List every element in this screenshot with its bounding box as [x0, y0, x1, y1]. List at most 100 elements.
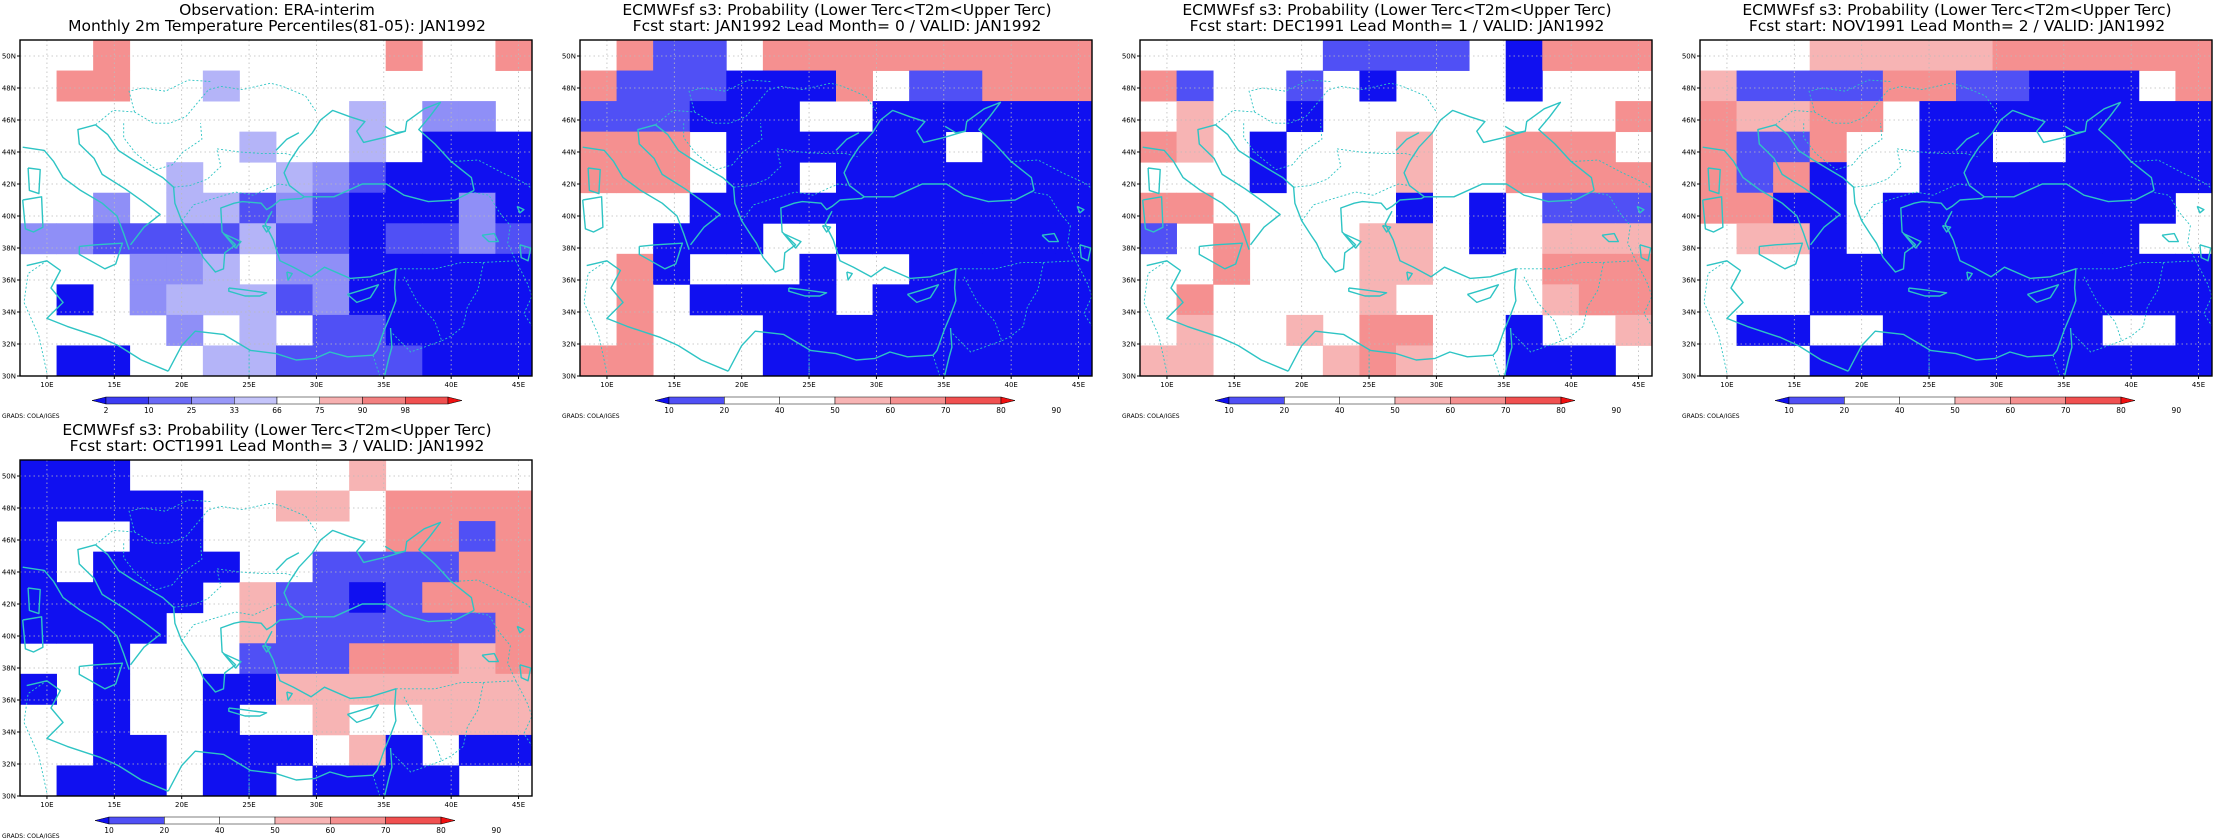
grid-cell	[2102, 192, 2140, 224]
grid-cell	[1615, 223, 1652, 255]
grid-cell	[20, 521, 57, 553]
grid-cell	[616, 131, 654, 163]
grid-cell	[1505, 162, 1543, 194]
coastline	[539, 558, 555, 662]
lat-tick-label: 42N	[1122, 181, 1136, 189]
grid-cell	[1578, 40, 1616, 71]
coastline	[516, 205, 525, 214]
grid-cell	[93, 704, 131, 736]
grid-cell	[422, 345, 460, 376]
grid-cell	[616, 70, 654, 102]
coastline	[228, 707, 268, 717]
coastline	[304, 603, 475, 623]
lat-tick-label: 36N	[2, 697, 16, 705]
coastline	[821, 224, 832, 233]
grid-cell	[1018, 345, 1056, 376]
lat-tick-label: 50N	[562, 53, 576, 61]
grid-cell	[422, 521, 460, 553]
colorbar-end-high	[1000, 396, 1016, 405]
grid-cell	[495, 253, 532, 285]
colorbar-segment	[362, 396, 406, 405]
title-line1-lead0: ECMWFsf s3: Probability (Lower Terc<T2m<…	[622, 1, 1051, 19]
grid-cell	[349, 582, 387, 614]
grid-cell	[2102, 284, 2140, 316]
grid-cell	[1736, 70, 1774, 102]
colorbar-label: 70	[2061, 406, 2071, 415]
grid-cell	[93, 223, 131, 255]
grid-cell	[349, 345, 387, 376]
grid-cell	[385, 192, 423, 224]
coastline	[1342, 232, 1362, 249]
coastline	[1395, 132, 1420, 151]
grid-cell	[495, 521, 532, 553]
grid-cell	[1018, 253, 1056, 285]
grid-cell	[1055, 192, 1092, 224]
colorbar-label: 75	[315, 406, 325, 415]
grid-cell	[909, 131, 947, 163]
grid-cell	[20, 582, 57, 614]
grid-cell	[422, 162, 460, 194]
coastline	[906, 284, 940, 304]
grid-cell	[385, 582, 423, 614]
lat-tick-label: 42N	[1682, 181, 1696, 189]
grid-cell	[166, 551, 204, 583]
coastline	[1076, 205, 1085, 214]
country-border	[391, 696, 443, 773]
map-area	[20, 460, 555, 796]
grid-cell	[2065, 131, 2103, 163]
grid-cell	[1018, 223, 1056, 255]
lon-tick-label: 45E	[2192, 381, 2205, 389]
grid-cell	[202, 70, 240, 102]
lon-tick-label: 15E	[1788, 381, 1801, 389]
grid-cell	[385, 521, 423, 553]
colorbar-segment	[405, 396, 449, 405]
grid-cell	[385, 40, 423, 71]
grid-cell	[349, 131, 387, 163]
grid-cell	[166, 162, 204, 194]
grid-cell	[1809, 345, 1847, 376]
grid-cell	[1846, 284, 1884, 316]
coastline	[1147, 167, 1161, 195]
colorbar-label: 10	[664, 406, 674, 415]
grid-cell	[1469, 223, 1507, 255]
grid-cell	[1018, 162, 1056, 194]
lon-tick-label: 20E	[175, 381, 188, 389]
coastline	[943, 327, 953, 376]
coastline	[1466, 284, 1500, 304]
lat-tick-label: 34N	[2, 729, 16, 737]
coastline	[286, 691, 293, 701]
grid-cell	[166, 284, 204, 316]
coastline	[1706, 260, 1849, 372]
grid-cell	[689, 192, 727, 224]
lon-tick-label: 45E	[512, 381, 525, 389]
colorbar-label: 50	[1950, 406, 1960, 415]
grid-cell	[2138, 40, 2176, 71]
colorbar-label: 98	[400, 406, 410, 415]
lon-tick-label: 30E	[870, 381, 883, 389]
grid-cell	[1542, 223, 1580, 255]
colorbar: 10 20 40 50 60 70 80 90	[94, 816, 501, 835]
grid-cell	[580, 101, 617, 133]
grid-cell	[726, 162, 764, 194]
title-line1-lead3: ECMWFsf s3: Probability (Lower Terc<T2m<…	[62, 421, 491, 439]
grid-cell	[1469, 192, 1507, 224]
colorbar-segment	[834, 396, 891, 405]
title-line2-lead2: Fcst start: NOV1991 Lead Month= 2 / VALI…	[1749, 17, 2165, 35]
title-line2-lead1: Fcst start: DEC1991 Lead Month= 1 / VALI…	[1190, 17, 1605, 35]
grid-cell	[1542, 131, 1580, 163]
map-area	[1140, 40, 1652, 376]
grid-cell	[458, 345, 496, 376]
coastline	[384, 545, 406, 554]
grid-cell	[239, 612, 277, 644]
grid-cell	[982, 162, 1020, 194]
lat-tick-label: 34N	[1682, 309, 1696, 317]
grid-cell	[166, 521, 204, 553]
coastline	[835, 132, 860, 151]
grid-cell	[276, 284, 313, 316]
grid-cell	[2102, 101, 2140, 133]
coastline	[944, 125, 966, 134]
grid-cell	[495, 345, 532, 376]
grid-cell	[982, 345, 1020, 376]
grid-cell	[1176, 131, 1214, 163]
coastline	[1955, 132, 1980, 151]
